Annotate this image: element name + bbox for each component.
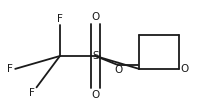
Text: F: F	[7, 64, 13, 74]
Text: O: O	[113, 65, 122, 75]
Text: O: O	[91, 12, 99, 22]
Text: S: S	[92, 51, 98, 61]
Text: F: F	[57, 14, 62, 24]
Text: O: O	[91, 90, 99, 100]
Text: O: O	[180, 64, 188, 74]
Text: F: F	[28, 88, 34, 98]
